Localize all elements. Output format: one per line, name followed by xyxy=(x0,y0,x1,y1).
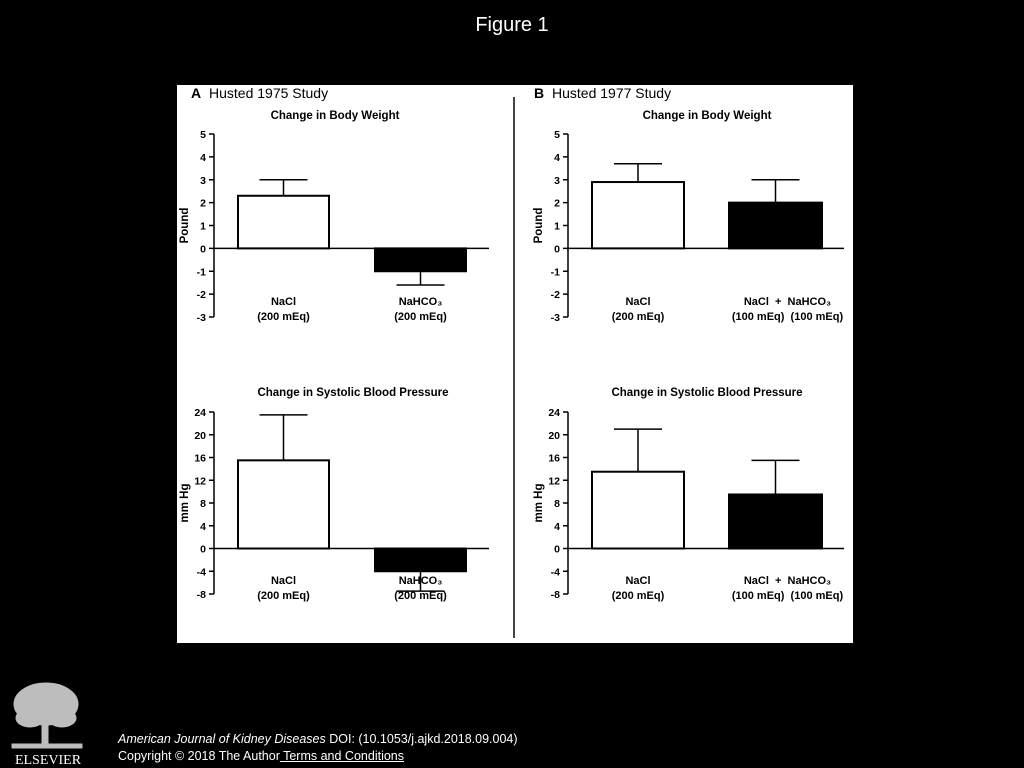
x-tick-label: (200 mEq) xyxy=(257,311,310,323)
bar xyxy=(591,181,685,250)
x-tick-label: (100 mEq) (100 mEq) xyxy=(732,311,844,323)
copyright-text: Copyright © 2018 The Author xyxy=(118,749,280,763)
x-tick-label: (200 mEq) xyxy=(394,590,447,602)
y-tick-label: -3 xyxy=(551,312,560,324)
y-tick-label: -1 xyxy=(551,266,560,278)
copyright-line: Copyright © 2018 The Author Terms and Co… xyxy=(118,748,518,765)
citation-line: American Journal of Kidney Diseases DOI:… xyxy=(118,731,518,748)
y-axis-label: mm Hg xyxy=(179,484,191,523)
footer: American Journal of Kidney Diseases DOI:… xyxy=(118,731,518,765)
y-tick-label: -2 xyxy=(551,289,560,301)
chart-4: Change in Systolic Blood Pressure mm Hg 24… xyxy=(533,387,844,602)
terms-link[interactable]: Terms and Conditions xyxy=(279,749,404,763)
figure-panel: A Husted 1975 Study B Husted 1977 Study … xyxy=(177,85,853,643)
y-tick-label: 8 xyxy=(554,498,560,510)
y-tick-label: 0 xyxy=(554,243,560,255)
y-tick-label: 1 xyxy=(554,221,560,233)
y-tick-label: -8 xyxy=(197,589,206,601)
y-tick-label: 16 xyxy=(194,453,206,465)
tree-icon xyxy=(11,682,83,749)
bar xyxy=(728,493,823,550)
journal-name: American Journal of Kidney Diseases xyxy=(118,732,326,746)
bar xyxy=(237,194,330,250)
y-tick-label: 24 xyxy=(548,407,560,419)
y-tick-label: 20 xyxy=(548,430,560,442)
y-tick-label: 5 xyxy=(554,129,560,141)
y-axis-label: Pound xyxy=(179,208,191,244)
y-tick-label: 12 xyxy=(548,475,560,487)
y-tick-label: 4 xyxy=(200,152,206,164)
x-tick-label: (200 mEq) xyxy=(394,311,447,323)
slide-title: Figure 1 xyxy=(475,14,549,36)
y-tick-label: -3 xyxy=(197,312,206,324)
y-tick-label: 1 xyxy=(200,221,206,233)
y-tick-label: -4 xyxy=(551,566,560,578)
chart-2: Change in Body Weight Pound 5 4 3 2 1 0 -1 -2 -3 Na… xyxy=(533,110,844,324)
chart-title: Change in Systolic Blood Pressure xyxy=(611,387,802,399)
panel-a-study: Husted 1975 Study xyxy=(209,85,328,101)
chart-3: Change in Systolic Blood Pressure mm Hg 24… xyxy=(179,387,489,602)
elsevier-logo: ELSEVIER xyxy=(11,682,83,766)
panel-b-letter: B xyxy=(534,85,544,101)
y-tick-label: -4 xyxy=(197,566,206,578)
y-tick-label: 5 xyxy=(200,129,206,141)
figure-svg: A Husted 1975 Study B Husted 1977 Study … xyxy=(179,85,844,638)
chart-title: Change in Body Weight xyxy=(643,110,772,122)
y-tick-label: 24 xyxy=(194,407,206,419)
x-tick-label: NaHCO₃ xyxy=(399,296,443,308)
x-tick-label: NaCl xyxy=(625,296,650,308)
panel-a-letter: A xyxy=(191,85,201,101)
chart-title: Change in Systolic Blood Pressure xyxy=(257,387,448,399)
chart-title: Change in Body Weight xyxy=(271,110,400,122)
panel-b-study: Husted 1977 Study xyxy=(552,85,671,101)
bar xyxy=(374,547,467,573)
x-tick-label: (200 mEq) xyxy=(612,311,665,323)
x-tick-label: NaCl + NaHCO₃ xyxy=(744,296,831,308)
y-tick-label: -8 xyxy=(551,589,560,601)
x-tick-label: (200 mEq) xyxy=(612,590,665,602)
x-tick-label: NaCl xyxy=(271,296,296,308)
x-tick-label: NaHCO₃ xyxy=(399,575,443,587)
bar xyxy=(728,201,823,250)
y-tick-label: 16 xyxy=(548,453,560,465)
y-tick-label: 3 xyxy=(200,175,206,187)
y-tick-label: 2 xyxy=(200,198,206,210)
doi-text: DOI: (10.1053/j.ajkd.2018.09.004) xyxy=(325,732,518,746)
y-tick-label: 4 xyxy=(200,521,206,533)
x-tick-label: NaCl xyxy=(271,575,296,587)
x-tick-label: NaCl xyxy=(625,575,650,587)
y-tick-label: 4 xyxy=(554,152,560,164)
y-tick-label: -2 xyxy=(197,289,206,301)
bar xyxy=(591,470,685,550)
y-tick-label: 8 xyxy=(200,498,206,510)
y-tick-label: 3 xyxy=(554,175,560,187)
x-tick-label: NaCl + NaHCO₃ xyxy=(744,575,831,587)
y-tick-label: 0 xyxy=(200,544,206,556)
charts-group: Change in Body Weight Pound 5 4 3 2 1 0 -1 -2 -3 Na… xyxy=(179,110,844,602)
y-tick-label: -1 xyxy=(197,266,206,278)
y-tick-label: 0 xyxy=(554,544,560,556)
y-tick-label: 20 xyxy=(194,430,206,442)
chart-1: Change in Body Weight Pound 5 4 3 2 1 0 -1 -2 -3 Na… xyxy=(179,110,489,324)
y-tick-label: 0 xyxy=(200,243,206,255)
bar xyxy=(237,459,330,550)
y-tick-label: 4 xyxy=(554,521,560,533)
y-tick-label: 12 xyxy=(194,475,206,487)
y-axis-label: mm Hg xyxy=(533,484,545,523)
y-axis-label: Pound xyxy=(533,208,545,244)
x-tick-label: (200 mEq) xyxy=(257,590,310,602)
y-tick-label: 2 xyxy=(554,198,560,210)
elsevier-wordmark: ELSEVIER xyxy=(15,753,82,766)
x-tick-label: (100 mEq) (100 mEq) xyxy=(732,590,844,602)
bar xyxy=(374,247,467,273)
